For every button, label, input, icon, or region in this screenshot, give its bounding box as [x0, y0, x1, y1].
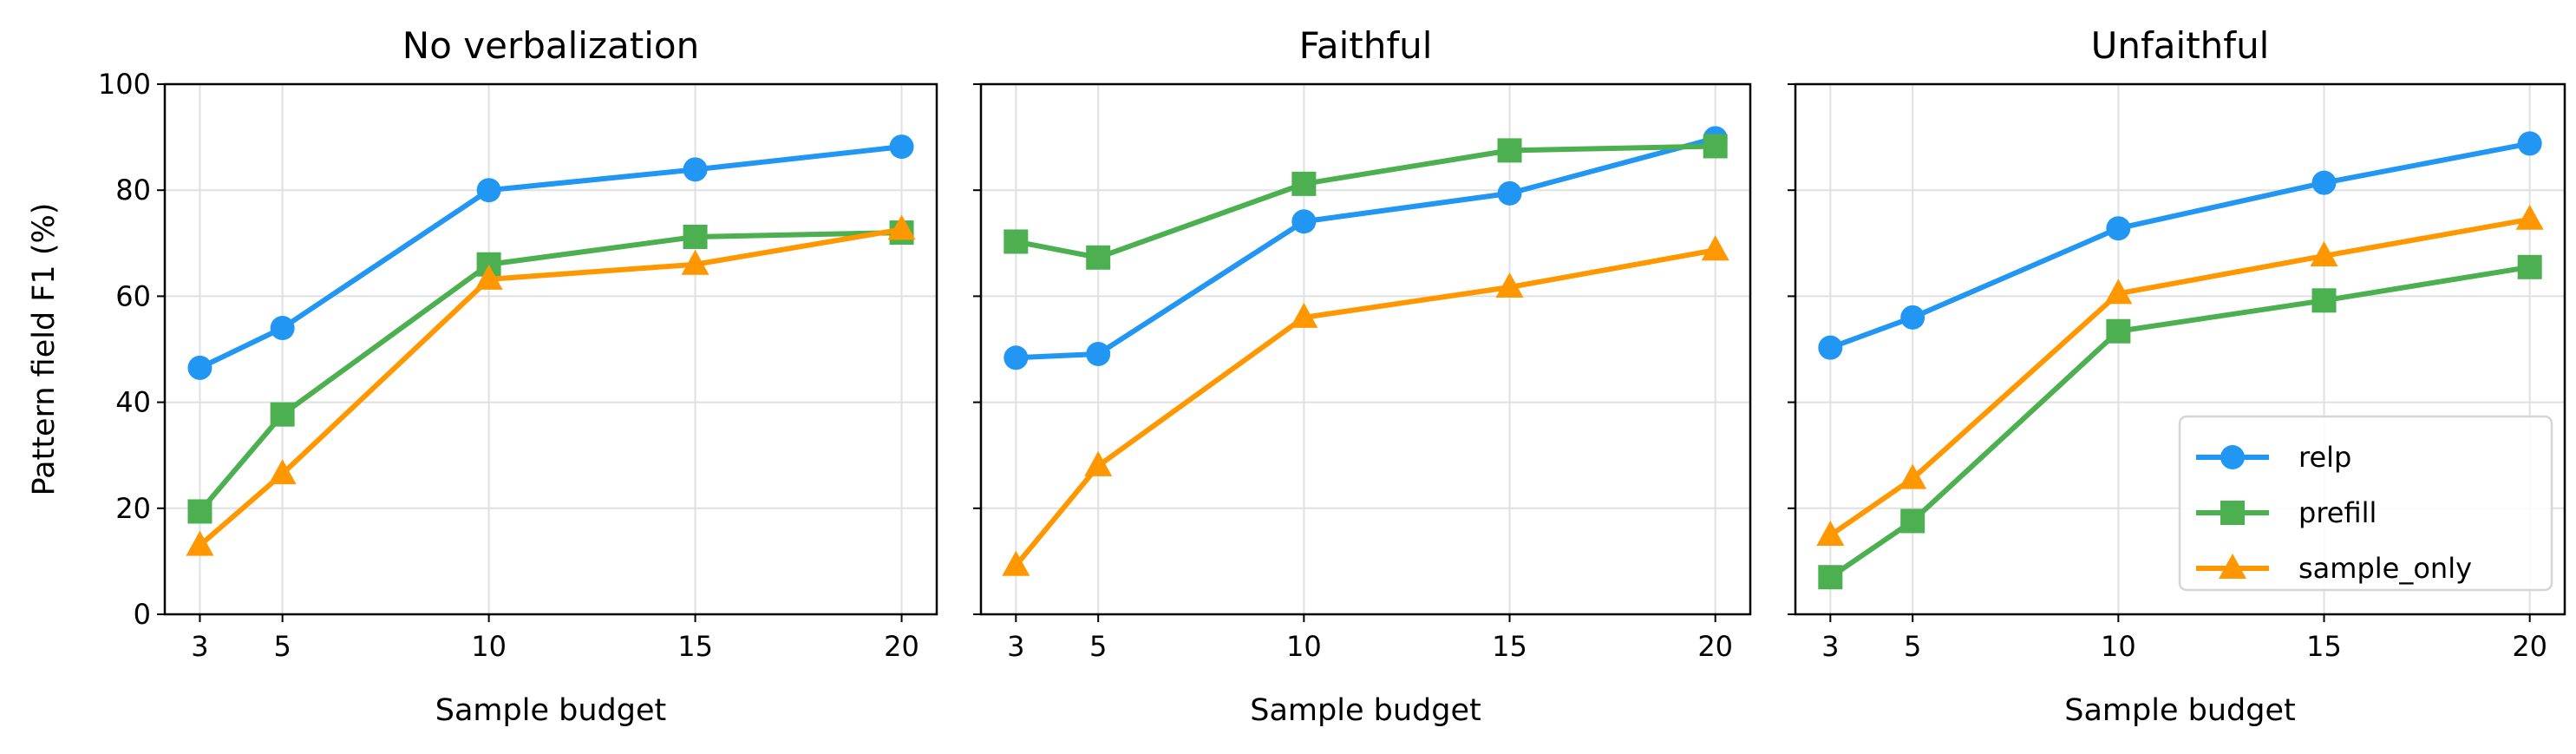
x-tick-label: 20: [884, 630, 919, 663]
series-line-prefill: [1015, 143, 1716, 260]
x-tick-label: 3: [191, 630, 208, 663]
x-axis-label: Sample budget: [435, 693, 666, 728]
y-axis-label: Pattern field F1 (%): [27, 203, 62, 496]
x-tick-label: 10: [471, 630, 507, 663]
data-point-prefill: [1291, 171, 1317, 196]
data-point-prefill: [1703, 134, 1728, 159]
data-point-relp: [1900, 305, 1925, 330]
x-tick-label: 3: [1007, 630, 1024, 663]
data-point-relp: [683, 157, 708, 182]
data-point-relp: [1497, 180, 1522, 206]
data-point-prefill: [1497, 138, 1522, 163]
data-point-sample_only: [2310, 240, 2338, 266]
legend-marker-sample_only: [2219, 554, 2246, 579]
panel-title: Faithful: [1299, 24, 1433, 67]
data-point-relp: [1291, 209, 1317, 234]
y-tick-label: 100: [98, 68, 151, 101]
data-point-sample_only: [2515, 204, 2544, 230]
data-point-sample_only: [1899, 463, 1927, 489]
data-point-prefill: [683, 224, 708, 249]
legend-label: prefill: [2298, 496, 2377, 529]
panel-title: No verbalization: [402, 24, 699, 67]
y-tick-label: 20: [115, 492, 151, 525]
data-point-prefill: [270, 402, 295, 427]
panel-2: 3 5 10 15 20 Faithful Sample budget: [973, 24, 1752, 728]
x-tick-label: 5: [1089, 630, 1107, 663]
panel-title: Unfaithful: [2091, 24, 2270, 67]
data-point-sample_only: [1084, 450, 1113, 476]
x-tick-label: 10: [1286, 630, 1322, 663]
x-axis-label: Sample budget: [2064, 693, 2295, 728]
data-point-prefill: [1086, 245, 1111, 270]
series-line-relp: [1829, 141, 2531, 351]
x-tick-label: 5: [273, 630, 291, 663]
data-point-relp: [2106, 216, 2131, 241]
data-point-sample_only: [1495, 272, 1524, 298]
x-tick-label: 15: [677, 630, 713, 663]
data-point-sample_only: [268, 459, 297, 485]
legend: relp prefill sample_only: [2178, 415, 2553, 592]
data-point-relp: [1086, 341, 1111, 366]
data-point-relp: [2311, 170, 2337, 195]
data-point-relp: [1004, 345, 1029, 370]
x-axis-label: Sample budget: [1250, 693, 1481, 728]
data-point-sample_only: [2104, 279, 2133, 305]
legend-label: sample_only: [2298, 552, 2472, 585]
x-tick-label: 20: [1697, 630, 1733, 663]
legend-marker-prefill: [2220, 501, 2245, 525]
y-tick-label: 60: [115, 279, 151, 312]
data-point-prefill: [2517, 254, 2542, 279]
series-line-sample_only: [198, 226, 903, 547]
y-tick-label: 40: [115, 386, 151, 419]
data-point-relp: [270, 316, 295, 341]
axes-frame: [979, 82, 1752, 616]
data-point-prefill: [1818, 565, 1843, 590]
data-point-prefill: [187, 499, 212, 524]
data-point-relp: [2517, 131, 2542, 156]
y-tick-label: 0: [134, 598, 151, 631]
axes-frame: [163, 82, 938, 616]
data-point-sample_only: [1290, 302, 1318, 328]
x-tick-label: 15: [2306, 630, 2342, 663]
data-point-relp: [1818, 335, 1843, 360]
x-tick-label: 10: [2101, 630, 2136, 663]
data-point-sample_only: [474, 264, 503, 290]
axes-frame: [1794, 82, 2566, 616]
panel-3: 3 5 10 15 20 Unfaithful Sample budget relp prefi…: [1788, 24, 2566, 728]
panel-1: 3 5 10 15 20 0 20 40 60 80 100 No verbalization Samp…: [27, 24, 938, 728]
x-tick-label: 5: [1904, 630, 1921, 663]
data-point-relp: [889, 134, 914, 160]
data-point-sample_only: [681, 249, 709, 275]
series-line-sample_only: [1014, 247, 1716, 567]
data-point-relp: [476, 178, 501, 203]
data-point-relp: [187, 355, 212, 380]
x-tick-label: 20: [2512, 630, 2547, 663]
data-point-sample_only: [186, 530, 214, 556]
data-point-sample_only: [1816, 520, 1845, 546]
data-point-sample_only: [887, 214, 916, 240]
legend-label: relp: [2298, 441, 2351, 474]
y-tick-label: 80: [115, 174, 151, 207]
data-point-prefill: [2311, 288, 2337, 313]
data-point-prefill: [2106, 318, 2131, 344]
legend-box: [2178, 415, 2553, 592]
x-tick-label: 3: [1821, 630, 1839, 663]
data-point-prefill: [1900, 508, 1925, 534]
data-point-prefill: [1004, 229, 1029, 254]
data-point-sample_only: [1002, 550, 1030, 576]
legend-marker-relp: [2220, 445, 2245, 469]
data-point-sample_only: [1701, 235, 1729, 261]
x-tick-label: 15: [1492, 630, 1527, 663]
